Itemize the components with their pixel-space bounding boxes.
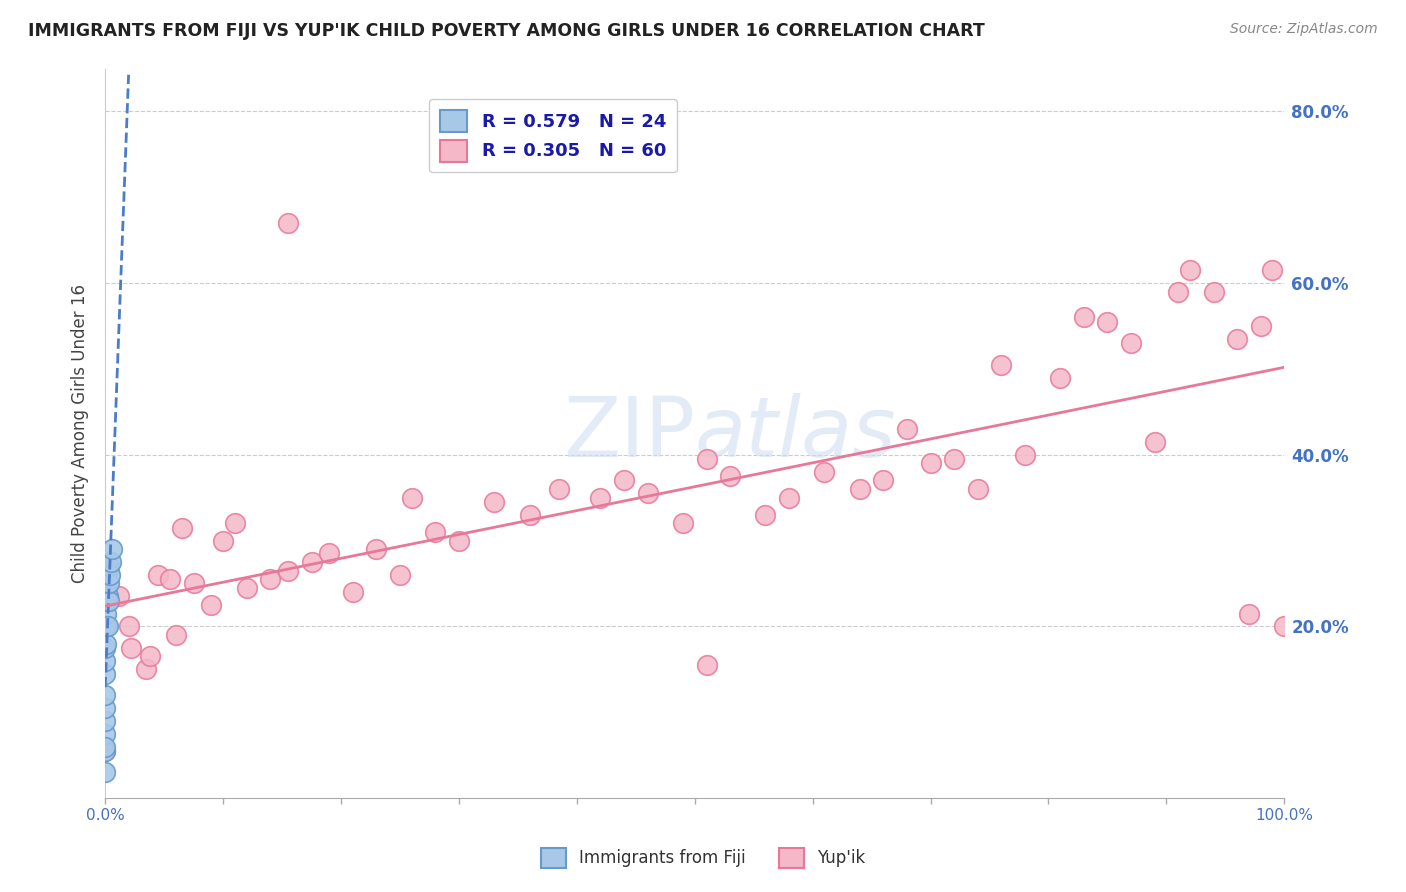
Point — [97, 593, 120, 607]
Point — [148, 568, 170, 582]
Point — [1073, 310, 1095, 325]
Point — [97, 559, 120, 574]
Point — [672, 516, 695, 531]
Point — [1202, 285, 1225, 299]
Point — [165, 628, 187, 642]
Point — [96, 607, 118, 621]
Text: ZIP: ZIP — [562, 392, 695, 474]
Point — [94, 714, 117, 728]
Point — [96, 619, 118, 633]
Point — [94, 666, 117, 681]
Point — [94, 765, 117, 780]
Point — [613, 474, 636, 488]
Point — [97, 619, 120, 633]
Point — [97, 590, 120, 604]
Point — [519, 508, 541, 522]
Point — [778, 491, 800, 505]
Text: atlas: atlas — [695, 392, 897, 474]
Y-axis label: Child Poverty Among Girls Under 16: Child Poverty Among Girls Under 16 — [72, 284, 89, 582]
Point — [1049, 370, 1071, 384]
Text: IMMIGRANTS FROM FIJI VS YUP'IK CHILD POVERTY AMONG GIRLS UNDER 16 CORRELATION CH: IMMIGRANTS FROM FIJI VS YUP'IK CHILD POV… — [28, 22, 984, 40]
Point — [277, 564, 299, 578]
Point — [108, 590, 131, 604]
Point — [1261, 263, 1284, 277]
Point — [342, 585, 364, 599]
Point — [637, 486, 659, 500]
Point — [277, 216, 299, 230]
Point — [896, 422, 918, 436]
Point — [696, 658, 718, 673]
Point — [1143, 434, 1166, 449]
Legend: R = 0.579   N = 24, R = 0.305   N = 60: R = 0.579 N = 24, R = 0.305 N = 60 — [429, 99, 678, 172]
Point — [966, 482, 988, 496]
Point — [170, 521, 193, 535]
Point — [589, 491, 612, 505]
Point — [301, 555, 323, 569]
Point — [96, 581, 118, 595]
Point — [118, 619, 141, 633]
Point — [548, 482, 571, 496]
Point — [259, 572, 281, 586]
Point — [94, 654, 117, 668]
Point — [212, 533, 235, 548]
Point — [120, 640, 142, 655]
Point — [1226, 332, 1249, 346]
Point — [388, 568, 411, 582]
Point — [366, 542, 388, 557]
Point — [1178, 263, 1201, 277]
Point — [813, 465, 835, 479]
Text: Source: ZipAtlas.com: Source: ZipAtlas.com — [1230, 22, 1378, 37]
Point — [1097, 315, 1119, 329]
Point — [94, 744, 117, 758]
Point — [1014, 448, 1036, 462]
Point — [943, 452, 966, 467]
Point — [1237, 607, 1260, 621]
Point — [1272, 619, 1295, 633]
Point — [94, 727, 117, 741]
Point — [94, 744, 117, 758]
Point — [224, 516, 246, 531]
Point — [696, 452, 718, 467]
Point — [183, 576, 205, 591]
Point — [754, 508, 776, 522]
Point — [484, 495, 506, 509]
Point — [101, 542, 124, 557]
Point — [318, 546, 340, 560]
Point — [872, 474, 894, 488]
Point — [849, 482, 872, 496]
Point — [401, 491, 423, 505]
Point — [100, 555, 122, 569]
Point — [990, 358, 1012, 372]
Point — [135, 662, 157, 676]
Point — [159, 572, 181, 586]
Point — [94, 701, 117, 715]
Point — [94, 688, 117, 702]
Point — [98, 568, 121, 582]
Point — [97, 576, 120, 591]
Point — [94, 640, 117, 655]
Point — [425, 524, 447, 539]
Legend: Immigrants from Fiji, Yup'ik: Immigrants from Fiji, Yup'ik — [534, 841, 872, 875]
Point — [1119, 336, 1142, 351]
Point — [97, 564, 120, 578]
Point — [718, 469, 741, 483]
Point — [1250, 318, 1272, 333]
Point — [447, 533, 470, 548]
Point — [920, 456, 942, 470]
Point — [96, 636, 118, 650]
Point — [96, 593, 118, 607]
Point — [139, 649, 162, 664]
Point — [235, 581, 257, 595]
Point — [200, 598, 222, 612]
Point — [94, 739, 117, 754]
Point — [1167, 285, 1189, 299]
